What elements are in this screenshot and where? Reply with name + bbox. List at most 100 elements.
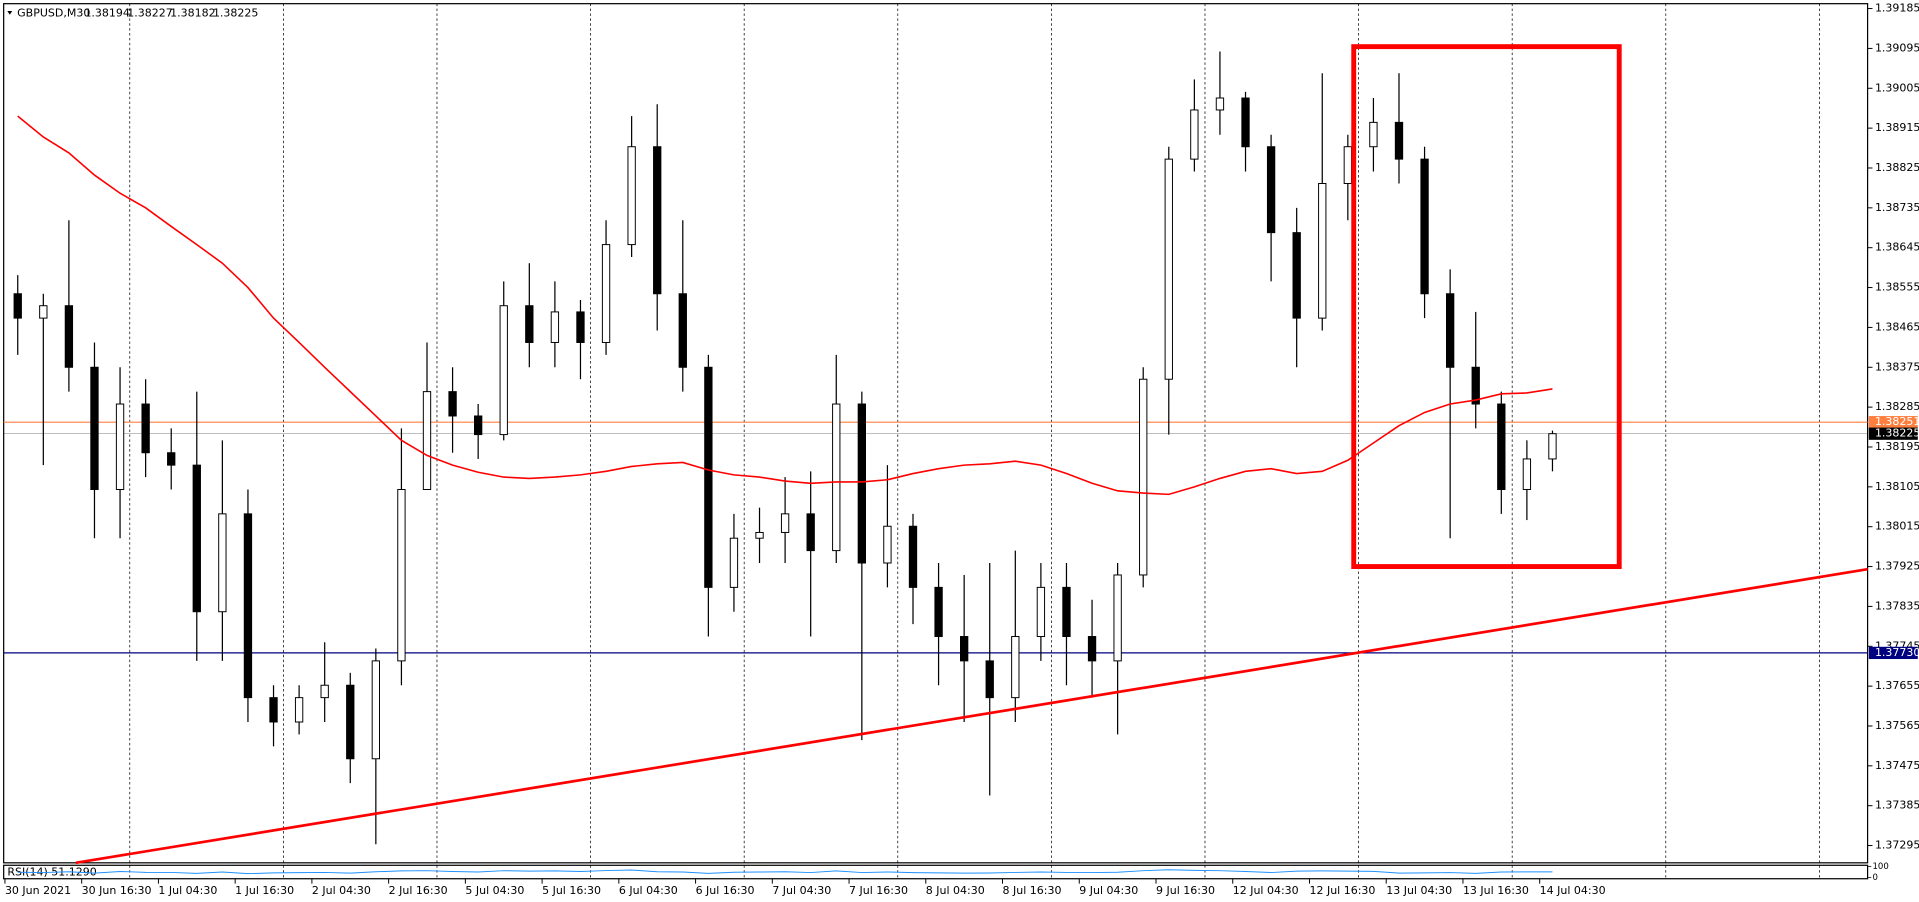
- x-tick-label: 13 Jul 16:30: [1463, 884, 1529, 897]
- candle-body: [1215, 97, 1225, 111]
- y-tick-label: 1.38915: [1875, 121, 1919, 134]
- candle-body: [704, 366, 713, 588]
- candle-body: [1394, 121, 1404, 160]
- candle-body: [1062, 586, 1071, 638]
- candle-body: [90, 366, 99, 490]
- candle-body: [1011, 636, 1020, 699]
- candle-body: [243, 513, 253, 699]
- x-tick-label: 2 Jul 04:30: [312, 884, 371, 897]
- candle-body: [13, 293, 22, 319]
- trendline: [75, 567, 1868, 865]
- x-tick-label: 30 Jun 2021: [5, 884, 71, 897]
- candle-body: [294, 697, 304, 723]
- y-tick-label: 1.37565: [1875, 719, 1919, 732]
- x-tick-label: 9 Jul 16:30: [1156, 884, 1215, 897]
- candle-body: [678, 293, 687, 368]
- candle-body: [550, 311, 560, 343]
- x-tick-label: 6 Jul 16:30: [696, 884, 755, 897]
- header-close: 1.38225: [213, 6, 259, 19]
- candle-body: [141, 403, 150, 454]
- symbol: GBPUSD,M30: [17, 6, 90, 19]
- x-tick-label: 14 Jul 04:30: [1540, 884, 1606, 897]
- candle-body: [192, 464, 201, 613]
- price-level-label: 1.37730: [1875, 646, 1919, 659]
- candle-body: [1522, 458, 1532, 490]
- y-tick-label: 1.38735: [1875, 201, 1919, 214]
- candle-body: [320, 684, 329, 699]
- candle-body: [64, 305, 74, 368]
- candle-body: [167, 452, 176, 466]
- candle-body: [755, 531, 764, 539]
- y-tick-label: 1.37385: [1875, 799, 1919, 812]
- candle-body: [1190, 109, 1199, 160]
- price-level-tag: [1868, 646, 1918, 660]
- candle-body: [1241, 97, 1250, 148]
- collapse-icon[interactable]: [7, 11, 13, 15]
- header-high: 1.38227: [127, 6, 173, 19]
- y-tick-label: 1.38195: [1875, 440, 1919, 453]
- candle-body: [1318, 182, 1327, 319]
- candle-body: [1471, 366, 1480, 405]
- candle-body: [371, 660, 381, 760]
- price-level-label: 1.38225: [1875, 427, 1919, 440]
- candle-body: [985, 660, 994, 699]
- candle-body: [39, 305, 48, 319]
- y-tick-label: 1.38645: [1875, 241, 1919, 254]
- y-tick-label: 1.38105: [1875, 480, 1919, 493]
- candle-body: [1087, 636, 1097, 662]
- y-tick-label: 1.38375: [1875, 360, 1919, 373]
- y-tick-label: 1.38465: [1875, 320, 1919, 333]
- y-tick-label: 1.39005: [1875, 81, 1919, 94]
- header-low: 1.38182: [170, 6, 216, 19]
- candle-body: [1497, 403, 1506, 490]
- price-level-tag: [1868, 416, 1918, 429]
- x-tick-label: 7 Jul 16:30: [849, 884, 908, 897]
- candle-body: [857, 403, 867, 564]
- x-tick-label: 30 Jun 16:30: [82, 884, 152, 897]
- candle-body: [806, 513, 815, 552]
- y-tick-label: 1.37835: [1875, 599, 1919, 612]
- candle-body: [1369, 121, 1378, 148]
- candle-body: [934, 586, 943, 638]
- candle-body: [448, 391, 457, 417]
- candle-body: [780, 513, 790, 533]
- moving-average: [17, 115, 1553, 496]
- candle-body: [1036, 586, 1046, 638]
- x-tick-label: 1 Jul 04:30: [158, 884, 217, 897]
- x-tick-label: 1 Jul 16:30: [235, 884, 294, 897]
- price-level-tag: [1868, 427, 1918, 440]
- candle-body: [832, 403, 841, 552]
- candle-body: [269, 697, 278, 723]
- price-level-label: 1.38251: [1875, 415, 1919, 428]
- candle-body: [218, 513, 227, 613]
- candle-body: [1113, 574, 1122, 662]
- candle-body: [473, 415, 483, 436]
- x-tick-label: 7 Jul 04:30: [772, 884, 831, 897]
- y-tick-label: 1.38825: [1875, 161, 1919, 174]
- y-tick-label: 1.37295: [1875, 839, 1919, 852]
- x-tick-label: 5 Jul 16:30: [542, 884, 601, 897]
- rsi-line: [17, 869, 1553, 875]
- candle-body: [653, 146, 662, 295]
- candle-body: [729, 537, 739, 588]
- rsi-tick-label: 0: [1872, 873, 1877, 883]
- candle-body: [627, 146, 636, 246]
- header: GBPUSD,M30 1.38194 1.38227 1.38182 1.382…: [17, 6, 258, 19]
- y-tick-label: 1.39095: [1875, 41, 1919, 54]
- candle-body: [422, 391, 432, 490]
- candle-body: [1164, 158, 1173, 380]
- candle-body: [397, 489, 406, 662]
- x-tick-label: 13 Jul 04:30: [1386, 884, 1452, 897]
- candle-body: [908, 525, 918, 588]
- y-tick-label: 1.38555: [1875, 281, 1919, 294]
- x-tick-label: 12 Jul 04:30: [1233, 884, 1299, 897]
- candle-body: [1445, 293, 1455, 368]
- x-tick-label: 5 Jul 04:30: [465, 884, 524, 897]
- candle-body: [1420, 158, 1429, 295]
- x-tick-label: 9 Jul 04:30: [1079, 884, 1138, 897]
- y-tick-label: 1.37925: [1875, 560, 1919, 573]
- candle-body: [1292, 232, 1301, 319]
- candle-body: [525, 305, 534, 343]
